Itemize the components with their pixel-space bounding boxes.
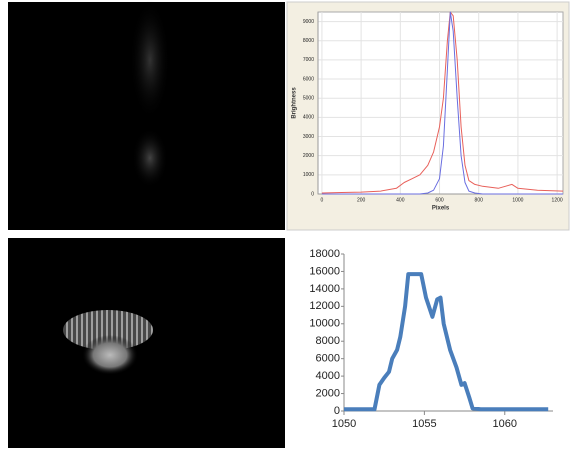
- y-tick-label: 8000: [303, 38, 314, 44]
- y-tick-label: 3000: [303, 134, 314, 140]
- y-tick-label: 18000: [309, 248, 340, 260]
- y-tick-label: 2000: [303, 153, 314, 159]
- data-line: [321, 11, 564, 194]
- y-tick-label: 1000: [303, 172, 314, 178]
- y-tick-label: 4000: [303, 115, 314, 121]
- y-tick-label: 16000: [309, 265, 340, 277]
- x-tick-label: 1055: [412, 418, 436, 430]
- x-axis-title: Pixels: [432, 206, 450, 212]
- y-tick-label: 8000: [316, 335, 340, 347]
- y-tick-label: 6000: [303, 76, 314, 82]
- x-tick-label: 1000: [512, 197, 523, 203]
- y-tick-label: 5000: [303, 96, 314, 102]
- y-tick-label: 14000: [309, 283, 340, 295]
- data-line: [344, 272, 549, 412]
- y-tick-label: 4000: [316, 370, 340, 382]
- x-tick-label: 200: [357, 197, 366, 203]
- y-tick-label: 2000: [316, 387, 340, 399]
- y-tick-label: 9000: [303, 19, 314, 25]
- y-tick-label: 0: [334, 405, 340, 417]
- x-tick-label: 0: [321, 197, 324, 203]
- y-tick-label: 7000: [303, 57, 314, 63]
- camera-image-top: [8, 0, 285, 230]
- x-tick-label: 800: [475, 197, 484, 203]
- plot-area: [317, 11, 564, 195]
- y-tick-label: 6000: [316, 353, 340, 365]
- data-line: [321, 11, 563, 195]
- camera-image-bottom: [8, 238, 285, 448]
- y-tick-label: 10000: [309, 318, 340, 330]
- x-tick-label: 1050: [332, 418, 356, 430]
- y-axis-title: Brightness: [292, 87, 298, 119]
- x-tick-label: 1200: [552, 197, 563, 203]
- x-tick-label: 1060: [493, 418, 517, 430]
- x-tick-label: 600: [435, 197, 444, 203]
- y-tick-label: 0: [311, 191, 314, 197]
- x-tick-label: 400: [396, 197, 405, 203]
- y-tick-label: 12000: [309, 300, 340, 312]
